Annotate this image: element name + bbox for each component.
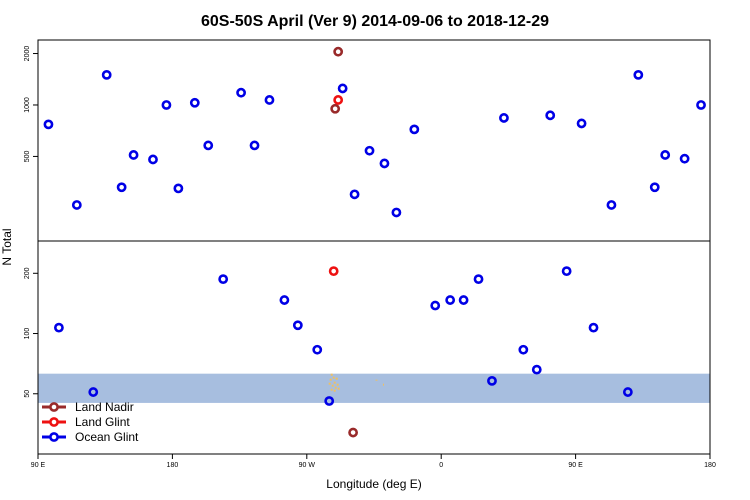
legend-marker-land-nadir: [49, 402, 59, 412]
shaded-band: [38, 373, 710, 403]
data-points: [43, 46, 706, 438]
ocean-glint-point: [249, 140, 260, 151]
ocean-glint-point: [279, 295, 290, 305]
lower-y-tick-label: 50: [24, 390, 31, 398]
y-axis-label: N Total: [0, 228, 14, 265]
ocean-glint-point: [264, 95, 275, 105]
ocean-glint-point: [679, 153, 690, 164]
ocean-glint-point: [696, 100, 706, 110]
band-mark: [332, 376, 335, 379]
ocean-glint-point: [173, 183, 184, 194]
band-mark: [330, 388, 333, 391]
ocean-glint-point: [54, 322, 64, 333]
x-tick-label: 90 E: [31, 462, 46, 469]
ocean-glint-point: [499, 113, 509, 123]
ocean-glint-point: [292, 320, 303, 331]
ocean-glint-point: [364, 145, 375, 156]
x-axis-label: Longitude (deg E): [326, 477, 421, 491]
ocean-glint-point: [101, 69, 112, 80]
lower-y-tick-label: 200: [24, 267, 31, 279]
legend-marker-ocean-glint: [49, 432, 59, 442]
chart-title: 60S-50S April (Ver 9) 2014-09-06 to 2018…: [201, 13, 549, 30]
ocean-glint-point: [606, 200, 617, 210]
ocean-glint-point: [161, 100, 172, 110]
band-mark: [336, 383, 339, 386]
band-mark: [337, 387, 340, 390]
upper-y-axis: 500 1000 2000: [24, 46, 38, 162]
ocean-glint-point: [409, 124, 420, 135]
ocean-glint-point: [116, 182, 127, 193]
ocean-glint-point: [622, 387, 633, 397]
x-axis: 90 E 180 90 W 0 90 E 180: [31, 454, 716, 469]
land-glint-point: [333, 95, 344, 105]
ocean-glint-point: [349, 189, 360, 200]
land-glint-point: [328, 266, 339, 277]
lower-panel-frame: [37, 240, 711, 455]
upper-panel: 500 1000 2000: [24, 39, 711, 242]
legend-label-ocean-glint: Ocean Glint: [75, 430, 139, 444]
band-mark: [333, 381, 336, 384]
x-tick-label: 90 W: [299, 462, 316, 469]
band-mark: [335, 377, 338, 380]
ocean-glint-point: [324, 396, 335, 406]
ocean-glint-point: [430, 300, 441, 311]
ocean-glint-point: [203, 140, 214, 151]
ocean-glint-point: [588, 322, 599, 333]
ocean-glint-point: [660, 150, 671, 160]
upper-y-tick-label: 2000: [24, 46, 31, 62]
ocean-glint-point: [445, 295, 456, 305]
ocean-glint-point: [88, 387, 99, 397]
legend-marker-land-glint: [49, 417, 59, 427]
x-tick-label: 90 E: [568, 462, 583, 469]
land-glint-band-marks: [328, 373, 384, 392]
band-mark: [329, 378, 332, 381]
ocean-glint-point: [531, 364, 542, 375]
band-mark: [382, 383, 384, 386]
ocean-glint-point: [128, 150, 139, 160]
ocean-glint-point: [236, 87, 246, 98]
land-nadir-point: [333, 46, 344, 57]
ocean-glint-point: [391, 207, 402, 218]
x-tick-label: 0: [439, 462, 443, 469]
lower-y-axis: 50 100 200: [24, 267, 38, 398]
lower-panel: 50 100 200: [24, 240, 711, 455]
x-tick-label: 180: [167, 462, 179, 469]
band-mark: [331, 384, 334, 387]
ocean-glint-point: [487, 375, 497, 386]
upper-y-tick-label: 500: [24, 150, 31, 162]
ocean-glint-point: [458, 295, 469, 305]
x-tick-label: 180: [704, 462, 716, 469]
band-mark: [375, 379, 378, 381]
ocean-glint-point: [473, 274, 484, 285]
band-mark: [333, 389, 336, 392]
ocean-glint-point: [218, 274, 229, 285]
ocean-glint-point: [649, 182, 660, 193]
ocean-glint-point: [561, 266, 572, 277]
ocean-glint-point: [633, 69, 644, 80]
ocean-glint-point: [518, 344, 529, 355]
ocean-glint-point: [71, 200, 82, 210]
band-mark: [334, 386, 337, 389]
upper-y-tick-label: 1000: [24, 97, 31, 113]
ocean-glint-point: [312, 344, 323, 355]
land-nadir-point: [348, 427, 358, 438]
land-nadir-point: [330, 103, 341, 114]
band-mark: [330, 373, 333, 376]
ocean-glint-point: [148, 154, 158, 165]
ocean-glint-point: [545, 110, 556, 121]
legend-label-land-nadir: Land Nadir: [75, 400, 134, 414]
lower-y-tick-label: 100: [24, 328, 31, 340]
ocean-glint-point: [337, 83, 348, 94]
legend-label-land-glint: Land Glint: [75, 415, 130, 429]
ocean-glint-point: [43, 119, 54, 130]
ocean-glint-point: [189, 97, 200, 108]
ocean-glint-point: [379, 158, 390, 169]
band-mark: [328, 382, 331, 385]
upper-panel-frame: [37, 39, 711, 242]
ocean-glint-point: [576, 118, 587, 129]
